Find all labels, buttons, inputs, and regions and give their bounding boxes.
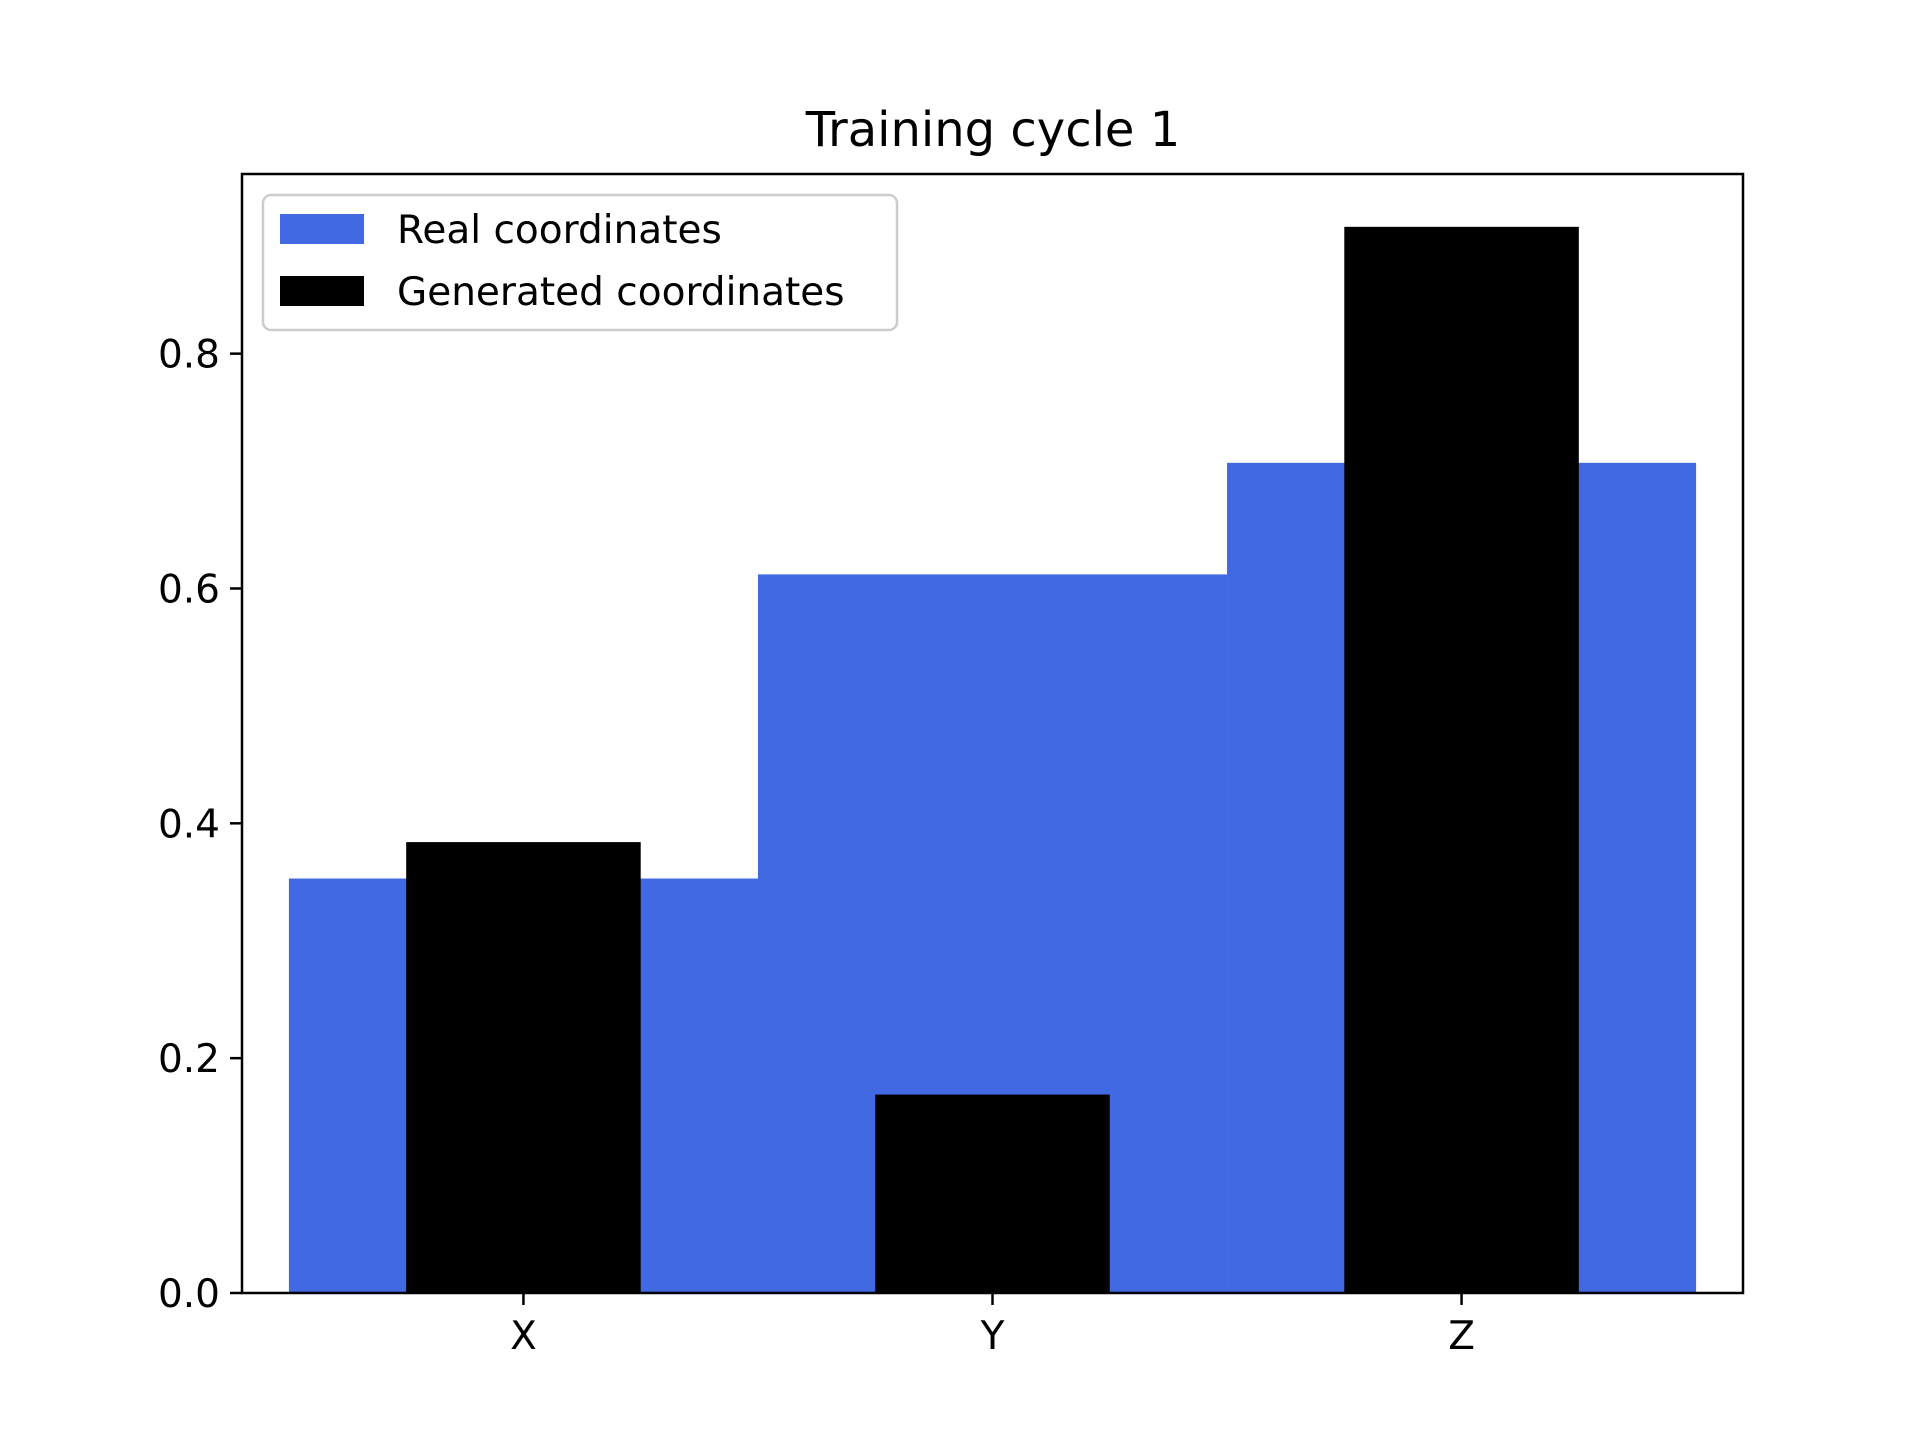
bar-generated-y	[875, 1094, 1110, 1293]
x-tick-label-x: X	[510, 1314, 537, 1359]
y-axis: 0.0 0.2 0.4 0.6 0.8	[158, 333, 242, 1317]
y-tick-label: 0.0	[158, 1272, 220, 1317]
generated-coordinates-bars	[406, 226, 1579, 1294]
x-tick-label-y: Y	[980, 1314, 1005, 1359]
bar-generated-z	[1344, 226, 1579, 1294]
chart-title: Training cycle 1	[805, 102, 1181, 158]
legend-label-generated: Generated coordinates	[397, 270, 845, 315]
bar-generated-x	[406, 842, 641, 1293]
plot-area: 0.0 0.2 0.4 0.6 0.8 X Y Z	[158, 172, 1745, 1359]
y-tick-label: 0.4	[158, 802, 220, 847]
y-tick-label: 0.8	[158, 333, 220, 378]
legend-box	[261, 193, 899, 332]
legend-swatch-generated	[280, 276, 364, 306]
legend-label-real: Real coordinates	[397, 208, 722, 253]
legend-swatch-real	[280, 214, 364, 244]
y-tick-label: 0.2	[158, 1037, 220, 1082]
x-axis: X Y Z	[510, 1293, 1475, 1359]
legend: Real coordinates Generated coordinates	[261, 193, 899, 332]
x-tick-label-z: Z	[1448, 1314, 1475, 1359]
y-tick-label: 0.6	[158, 567, 220, 612]
